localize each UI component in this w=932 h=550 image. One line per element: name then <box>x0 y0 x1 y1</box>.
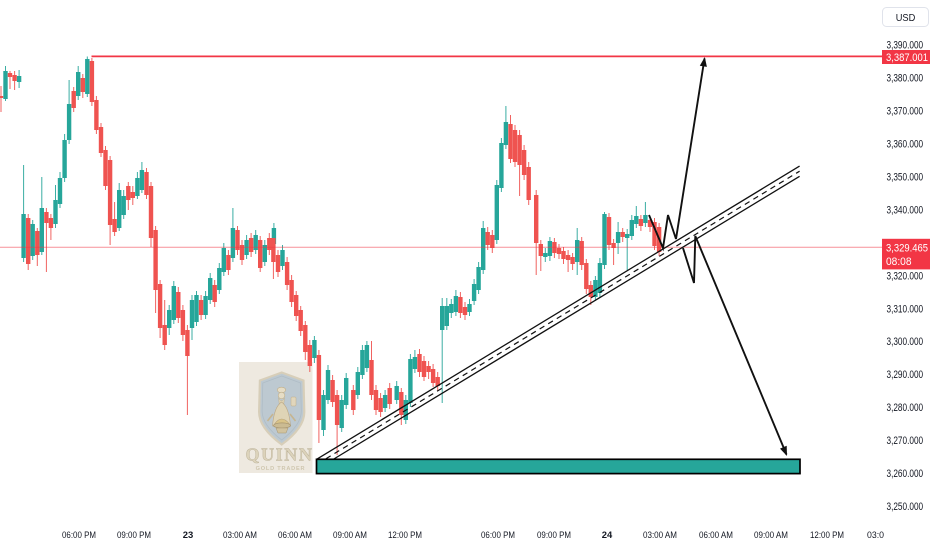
svg-text:09:00 PM: 09:00 PM <box>117 530 151 541</box>
svg-text:06:00 AM: 06:00 AM <box>699 530 733 541</box>
svg-text:12:00 PM: 12:00 PM <box>810 530 844 541</box>
svg-text:3,380.000: 3,380.000 <box>887 73 924 85</box>
svg-text:3,329.465: 3,329.465 <box>886 243 928 255</box>
svg-text:23: 23 <box>183 530 194 541</box>
svg-text:3,360.000: 3,360.000 <box>887 139 924 151</box>
svg-text:3,250.000: 3,250.000 <box>887 501 924 513</box>
svg-text:09:00 AM: 09:00 AM <box>754 530 788 541</box>
svg-text:12:00 PM: 12:00 PM <box>388 530 422 541</box>
svg-text:GOLD TRADER: GOLD TRADER <box>256 466 306 472</box>
svg-text:3,387.001: 3,387.001 <box>886 52 928 64</box>
svg-text:3,300.000: 3,300.000 <box>887 336 924 348</box>
svg-text:3,260.000: 3,260.000 <box>887 468 924 480</box>
svg-text:3,340.000: 3,340.000 <box>887 204 924 216</box>
svg-text:06:00 AM: 06:00 AM <box>278 530 312 541</box>
svg-text:06:00 PM: 06:00 PM <box>62 530 96 541</box>
svg-text:3,290.000: 3,290.000 <box>887 369 924 381</box>
svg-text:24: 24 <box>602 530 613 541</box>
svg-text:08:08: 08:08 <box>886 256 912 268</box>
svg-text:3,310.000: 3,310.000 <box>887 303 924 315</box>
svg-text:09:00 PM: 09:00 PM <box>537 530 571 541</box>
svg-text:3,370.000: 3,370.000 <box>887 106 924 118</box>
svg-text:USD: USD <box>896 12 916 24</box>
svg-text:3,320.000: 3,320.000 <box>887 270 924 282</box>
svg-text:09:00 AM: 09:00 AM <box>333 530 367 541</box>
svg-text:03:0: 03:0 <box>867 530 884 541</box>
svg-text:03:00 AM: 03:00 AM <box>223 530 257 541</box>
svg-text:06:00 PM: 06:00 PM <box>481 530 515 541</box>
svg-text:03:00 AM: 03:00 AM <box>643 530 677 541</box>
svg-text:3,350.000: 3,350.000 <box>887 172 924 184</box>
svg-text:3,390.000: 3,390.000 <box>887 40 924 52</box>
svg-text:3,270.000: 3,270.000 <box>887 435 924 447</box>
svg-text:3,280.000: 3,280.000 <box>887 402 924 414</box>
svg-text:QUINN: QUINN <box>245 445 313 465</box>
